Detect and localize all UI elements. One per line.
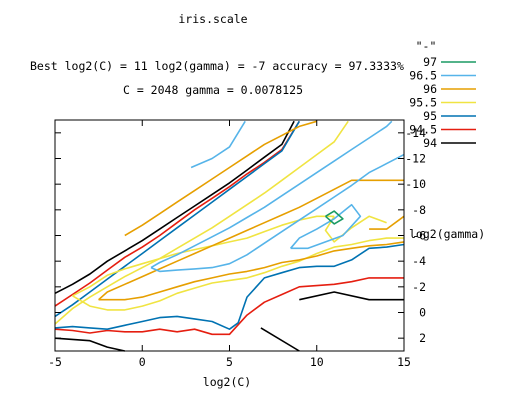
y-tick-label: -6 (412, 229, 426, 243)
chart-title: iris.scale (178, 12, 247, 26)
x-tick-label: 15 (397, 355, 411, 369)
y-tick-label: -4 (412, 254, 426, 268)
contour-line-95-5-3 (72, 237, 404, 311)
x-axis-label: log2(C) (203, 375, 251, 389)
contour-line-94-1 (54, 337, 125, 352)
x-tick-label: 0 (139, 355, 146, 369)
y-tick-label: -14 (405, 126, 426, 140)
y-tick-label: -2 (412, 280, 426, 294)
contour-line-95-0 (54, 120, 300, 318)
contour-line-96-5-0 (150, 120, 393, 269)
legend-label: 96 (423, 82, 437, 96)
contour-line-95-5-1 (72, 215, 335, 297)
legend-label: 95.5 (409, 96, 437, 110)
y-tick-label: -8 (412, 203, 426, 217)
legend-label: 96.5 (409, 69, 437, 83)
legend-label: 94.5 (409, 123, 437, 137)
x-tick-label: 10 (310, 355, 324, 369)
contour-line-96-5-2 (190, 120, 246, 169)
plot-border (54, 119, 405, 352)
y-tick-label: -10 (405, 177, 426, 191)
contour-line-94-3 (299, 291, 404, 301)
contour-line-96-1 (98, 179, 404, 301)
y-axis: 2 0 -2 -4 -6 -8 -10 -12 -14 (55, 126, 426, 345)
contour-line-96-5-3 (289, 203, 362, 250)
contour-line-94-2 (260, 327, 300, 352)
y-tick-label: 2 (419, 331, 426, 345)
legend-label: 95 (423, 109, 437, 123)
contour-line-96-3 (369, 215, 405, 230)
contour-line-94-0 (54, 120, 295, 295)
chart-subtitle-1: Best log2(C) = 11 log2(gamma) = -7 accur… (30, 59, 404, 73)
contour-line-96-5-1 (150, 153, 405, 273)
y-axis-label: log2(gamma) (409, 227, 485, 241)
x-axis: -5 0 5 10 15 (48, 120, 411, 369)
contour-line-95-5-0 (54, 120, 349, 325)
x-tick-label: 5 (226, 355, 233, 369)
y-tick-label: -12 (405, 152, 426, 166)
contour-line-95-1 (54, 243, 405, 331)
chart-subtitle-2: C = 2048 gamma = 0.0078125 (123, 83, 303, 97)
contour-line-94-5-1 (54, 277, 404, 336)
contour-lines (54, 120, 405, 352)
contour-line-97-0 (324, 210, 344, 225)
x-tick-label: -5 (48, 355, 62, 369)
legend-label: 94 (423, 136, 437, 150)
legend-label: 97 (423, 55, 437, 69)
contour-line-94-5-0 (54, 120, 300, 307)
contour-line-96-2 (98, 241, 405, 301)
legend-title: "-" (416, 39, 437, 53)
contour-line-96-0 (124, 120, 318, 237)
y-tick-label: 0 (419, 306, 426, 320)
